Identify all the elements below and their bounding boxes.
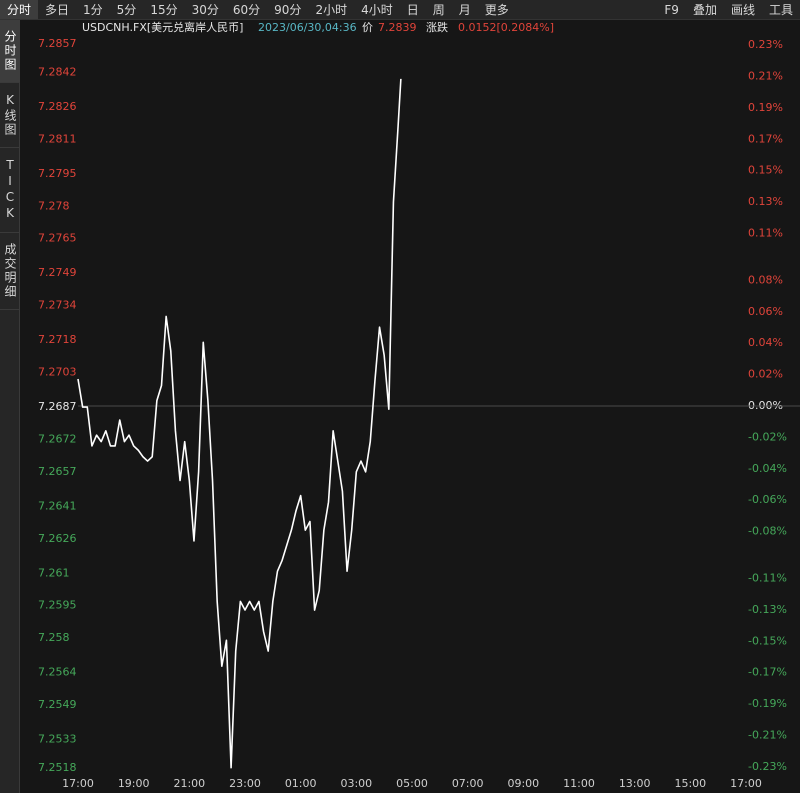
change: 0.0152[0.2084%]: [458, 21, 554, 34]
price-line: [77, 78, 402, 769]
view-tab[interactable]: K线图: [0, 83, 20, 148]
y-tick-label: 7.2811: [38, 132, 77, 145]
y-tick-label: 7.2749: [38, 266, 77, 279]
period-tab[interactable]: 90分: [274, 3, 302, 17]
datetime: 2023/06/30,04:36: [258, 21, 357, 34]
y2-tick-label: -0.15%: [748, 634, 787, 647]
x-tick-label: 23:00: [229, 777, 261, 790]
period-tab[interactable]: 周: [432, 3, 445, 17]
y2-tick-label: -0.11%: [748, 572, 787, 585]
y2-tick-label: 0.06%: [748, 305, 783, 318]
y2-tick-label: -0.17%: [748, 666, 787, 679]
tool-button[interactable]: 工具: [768, 3, 793, 17]
y-tick-label: 7.2765: [38, 232, 77, 245]
y-tick-label: 7.2826: [38, 100, 77, 113]
period-tab[interactable]: 30分: [191, 3, 219, 17]
y-tick-label: 7.278: [38, 199, 70, 212]
y-tick-label: 7.2857: [38, 37, 77, 50]
y2-tick-label: 0.21%: [748, 70, 783, 83]
y-tick-label: 7.2533: [38, 733, 77, 746]
y2-tick-label: 0.13%: [748, 195, 783, 208]
x-tick-label: 07:00: [452, 777, 484, 790]
toolbar: 分时 多日 1分 5分 15分 30分 60分 90分 2小时 4小时日周月更多 F9 叠加 画线 工具: [0, 0, 800, 20]
view-tab[interactable]: TICK: [0, 148, 20, 233]
x-tick-label: 19:00: [118, 777, 150, 790]
y-tick-label: 7.261: [38, 566, 70, 579]
y2-tick-label: -0.13%: [748, 603, 787, 616]
price: 7.2839: [378, 21, 417, 34]
price-label: 价: [362, 21, 373, 34]
y2-tick-label: 0.23%: [748, 38, 783, 51]
y-tick-label: 7.2549: [38, 698, 77, 711]
x-tick-label: 05:00: [396, 777, 428, 790]
spacer: [516, 0, 658, 19]
y2-tick-label: 0.02%: [748, 368, 783, 381]
period-tab[interactable]: 月: [458, 3, 471, 17]
y2-tick-label: -0.06%: [748, 493, 787, 506]
view-tab[interactable]: 成交明细: [0, 233, 20, 310]
y2-tick-label: 0.11%: [748, 226, 783, 239]
y-tick-label: 7.2703: [38, 366, 77, 379]
y-tick-label: 7.2641: [38, 499, 77, 512]
y2-tick-label: 0.00%: [748, 399, 783, 412]
period-tab[interactable]: 分时: [0, 0, 39, 19]
y2-tick-label: 0.04%: [748, 336, 783, 349]
view-tab[interactable]: 分时图: [0, 20, 20, 83]
y2-tick-label: -0.23%: [748, 760, 787, 773]
period-tab[interactable]: 1分: [83, 3, 103, 17]
y2-tick-label: 0.08%: [748, 273, 783, 286]
x-tick-label: 17:00: [62, 777, 94, 790]
period-tab[interactable]: 更多: [484, 3, 509, 17]
y-tick-label: 7.2795: [38, 167, 77, 180]
y2-tick-label: -0.21%: [748, 728, 787, 741]
period-tab[interactable]: 多日: [45, 3, 70, 17]
period-tab[interactable]: 60分: [232, 3, 261, 17]
x-tick-label: 21:00: [173, 777, 205, 790]
y-tick-label: 7.2718: [38, 333, 77, 346]
period-tab[interactable]: 日: [406, 3, 419, 17]
y2-tick-label: 0.19%: [748, 101, 783, 114]
y2-tick-label: 0.17%: [748, 132, 783, 145]
x-tick-label: 03:00: [340, 777, 372, 790]
sidebar: 分时图 K线图 TICK 成交明细: [0, 20, 20, 793]
y-tick-label: 7.258: [38, 631, 70, 644]
x-tick-label: 01:00: [285, 777, 317, 790]
y2-tick-label: -0.08%: [748, 525, 787, 538]
tool-button[interactable]: F9: [664, 3, 679, 17]
y-tick-label: 7.2595: [38, 599, 77, 612]
period-tab[interactable]: 2小时: [315, 3, 348, 17]
y2-tick-label: -0.19%: [748, 697, 787, 710]
y-tick-label: 7.2518: [38, 761, 77, 774]
y-tick-label: 7.2842: [38, 65, 77, 78]
y2-tick-label: -0.02%: [748, 430, 787, 443]
period-tab[interactable]: 4小时: [361, 3, 393, 17]
x-tick-label: 11:00: [563, 777, 595, 790]
tool-button[interactable]: 叠加: [692, 3, 717, 17]
symbol: USDCNH.FX[美元兑离岸人民币]: [82, 20, 243, 34]
y-tick-label: 7.2657: [38, 465, 77, 478]
y2-tick-label: -0.04%: [748, 462, 787, 475]
change-label: 涨跌: [426, 20, 448, 34]
y-tick-label: 7.2687: [38, 400, 77, 413]
y-tick-label: 7.2734: [38, 299, 77, 312]
tool-button[interactable]: 画线: [730, 3, 755, 17]
x-tick-label: 17:00: [730, 777, 762, 790]
period-tab[interactable]: 5分: [116, 3, 137, 17]
y2-tick-label: 0.15%: [748, 164, 783, 177]
x-tick-label: 13:00: [619, 777, 651, 790]
y-tick-label: 7.2672: [38, 432, 77, 445]
x-tick-label: 15:00: [674, 777, 706, 790]
y-tick-label: 7.2626: [38, 532, 77, 545]
x-tick-label: 09:00: [507, 777, 539, 790]
period-tab[interactable]: 15分: [150, 3, 178, 17]
y-tick-label: 7.2564: [38, 666, 77, 679]
